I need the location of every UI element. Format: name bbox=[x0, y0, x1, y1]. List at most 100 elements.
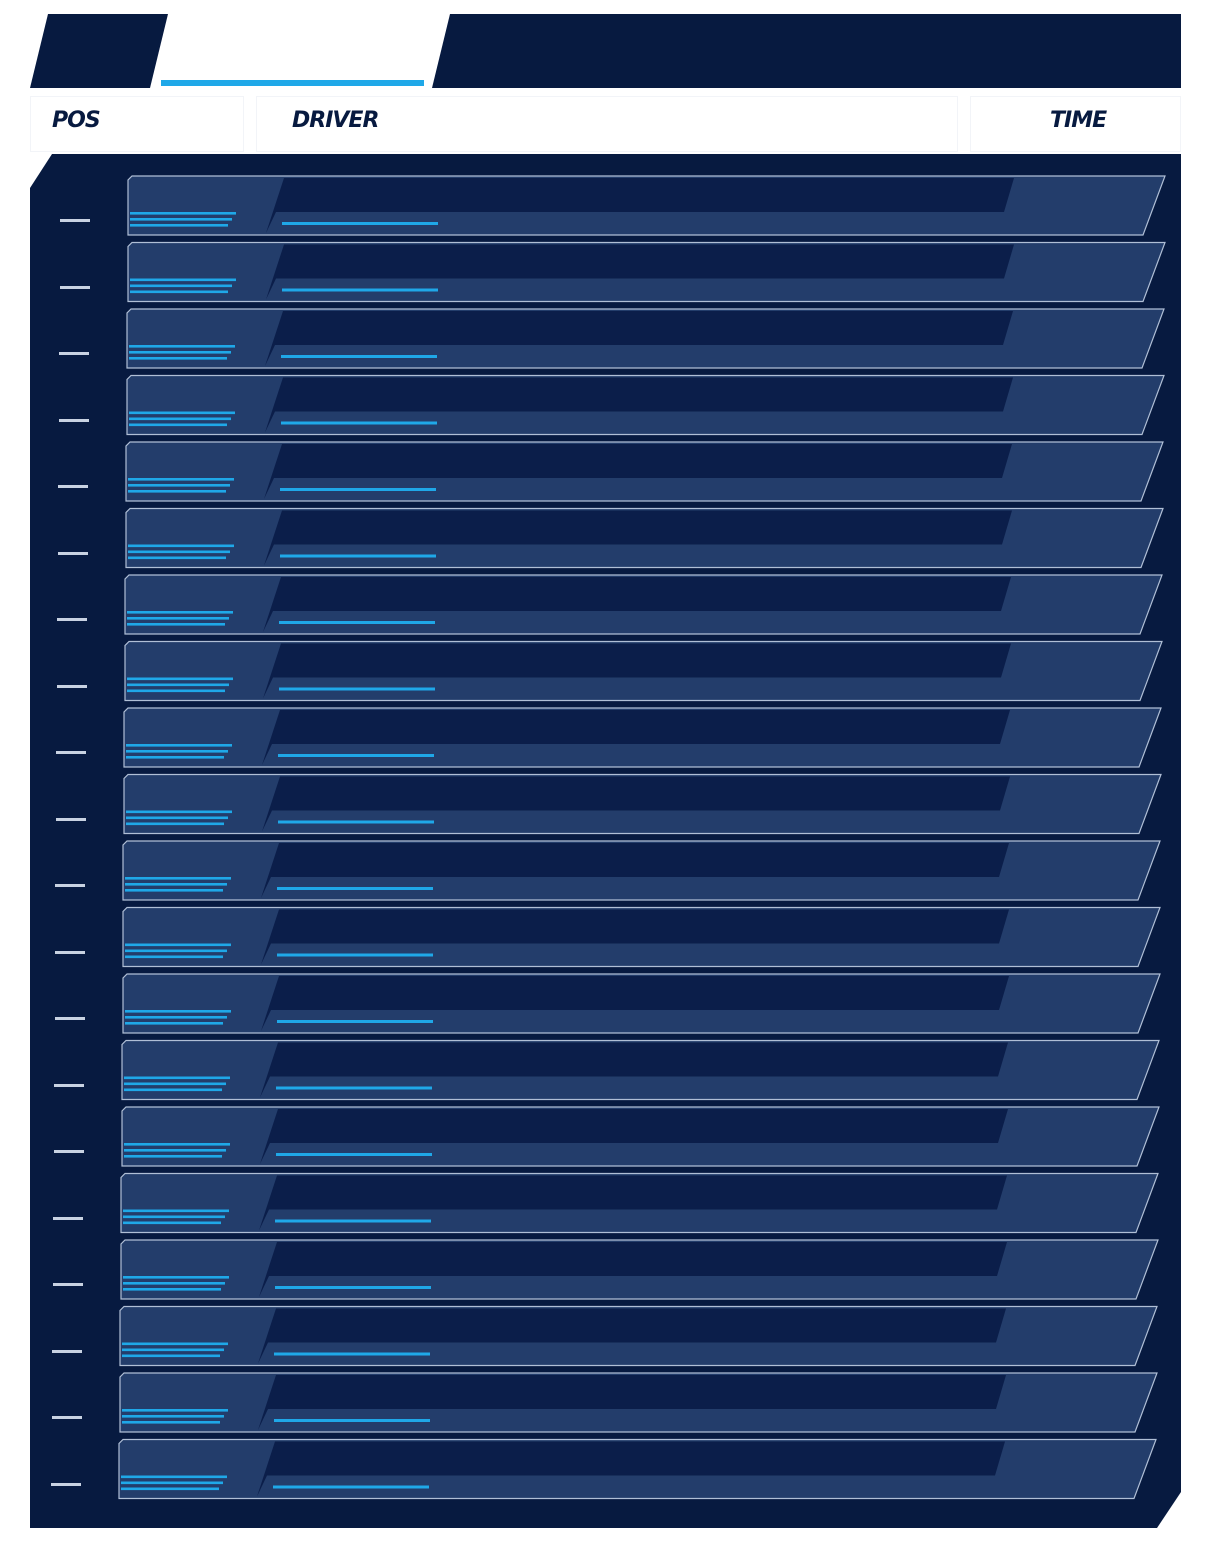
row-driver-band bbox=[265, 377, 1013, 433]
team-stripe bbox=[125, 1016, 227, 1019]
team-stripe bbox=[123, 1215, 225, 1219]
driver-name-line bbox=[280, 554, 436, 558]
team-stripe bbox=[126, 810, 232, 814]
team-stripe bbox=[122, 1342, 228, 1346]
result-row[interactable] bbox=[124, 574, 1163, 635]
result-row[interactable] bbox=[127, 241, 1166, 303]
driver-name-line bbox=[277, 1020, 433, 1023]
header-pos-label: POS bbox=[52, 108, 101, 133]
header-pos-cell: POS bbox=[30, 96, 244, 152]
team-stripe bbox=[123, 1282, 225, 1285]
row-driver-band bbox=[260, 1109, 1008, 1164]
team-stripe bbox=[123, 1221, 221, 1225]
driver-name-line bbox=[278, 754, 434, 757]
row-driver-band bbox=[264, 444, 1012, 499]
result-row[interactable] bbox=[119, 1372, 1158, 1433]
team-stripe bbox=[128, 490, 226, 493]
driver-name-line bbox=[281, 421, 437, 425]
result-row[interactable] bbox=[127, 175, 1166, 236]
result-row[interactable] bbox=[122, 973, 1161, 1034]
driver-name-line bbox=[275, 1219, 431, 1223]
team-stripe bbox=[122, 1409, 228, 1412]
team-stripe bbox=[129, 345, 235, 348]
result-row[interactable] bbox=[126, 374, 1165, 436]
position-placeholder bbox=[53, 1283, 83, 1286]
team-stripe bbox=[127, 623, 225, 626]
team-stripe bbox=[127, 611, 233, 614]
position-placeholder bbox=[52, 1416, 82, 1419]
row-driver-band bbox=[262, 776, 1010, 832]
result-row[interactable] bbox=[120, 1172, 1159, 1234]
team-stripe bbox=[122, 1421, 220, 1424]
position-placeholder bbox=[60, 285, 90, 289]
result-row[interactable] bbox=[124, 640, 1163, 702]
position-placeholder bbox=[56, 817, 86, 821]
driver-name-line bbox=[276, 1153, 432, 1156]
tab-left[interactable] bbox=[30, 14, 168, 88]
team-stripe bbox=[123, 1209, 229, 1213]
driver-name-line bbox=[274, 1419, 430, 1422]
team-stripe bbox=[125, 943, 231, 947]
result-row[interactable] bbox=[123, 707, 1162, 768]
result-row[interactable] bbox=[125, 507, 1164, 569]
team-stripe bbox=[124, 1088, 222, 1092]
team-stripe bbox=[129, 351, 231, 354]
team-stripe bbox=[121, 1481, 223, 1485]
row-driver-band bbox=[258, 1375, 1006, 1430]
driver-name-line bbox=[277, 953, 433, 957]
row-driver-band bbox=[264, 510, 1012, 566]
row-driver-band bbox=[258, 1308, 1006, 1364]
row-driver-band bbox=[261, 843, 1009, 898]
row-driver-band bbox=[261, 976, 1009, 1031]
team-stripe bbox=[129, 423, 227, 427]
result-row[interactable] bbox=[121, 1106, 1160, 1167]
driver-name-line bbox=[273, 1485, 429, 1489]
position-placeholder bbox=[59, 352, 89, 355]
position-placeholder bbox=[59, 418, 89, 422]
row-driver-band bbox=[257, 1441, 1005, 1497]
team-stripe bbox=[125, 889, 223, 892]
position-placeholder bbox=[58, 551, 88, 555]
result-row[interactable] bbox=[121, 1039, 1160, 1101]
header-time-label: TIME bbox=[1050, 108, 1107, 133]
team-stripe bbox=[125, 949, 227, 953]
tab-right[interactable] bbox=[432, 14, 1181, 88]
row-driver-band bbox=[265, 311, 1013, 366]
result-row[interactable] bbox=[120, 1239, 1159, 1300]
result-row[interactable] bbox=[123, 773, 1162, 835]
result-row[interactable] bbox=[126, 308, 1165, 369]
result-row[interactable] bbox=[125, 441, 1164, 502]
team-stripe bbox=[129, 357, 227, 360]
team-stripe bbox=[126, 816, 228, 820]
result-row[interactable] bbox=[122, 906, 1161, 968]
row-driver-band bbox=[262, 710, 1010, 765]
result-row[interactable] bbox=[122, 840, 1161, 901]
team-stripe bbox=[130, 218, 232, 221]
team-stripe bbox=[130, 212, 236, 215]
driver-name-line bbox=[279, 621, 435, 624]
team-stripe bbox=[126, 822, 224, 826]
driver-name-line bbox=[281, 355, 437, 358]
team-stripe bbox=[130, 290, 228, 294]
result-row[interactable] bbox=[118, 1438, 1157, 1500]
team-stripe bbox=[130, 278, 236, 282]
team-stripe bbox=[124, 1149, 226, 1152]
driver-name-line bbox=[282, 288, 438, 292]
team-stripe bbox=[126, 744, 232, 747]
team-stripe bbox=[122, 1415, 224, 1418]
team-stripe bbox=[126, 750, 228, 753]
driver-name-line bbox=[278, 820, 434, 824]
result-row[interactable] bbox=[119, 1305, 1158, 1367]
team-stripe bbox=[127, 689, 225, 693]
position-placeholder bbox=[58, 485, 88, 488]
team-stripe bbox=[129, 417, 231, 421]
team-stripe bbox=[124, 1082, 226, 1086]
team-stripe bbox=[123, 1288, 221, 1291]
row-driver-band bbox=[263, 643, 1011, 699]
team-stripe bbox=[125, 1022, 223, 1025]
position-placeholder bbox=[55, 884, 85, 887]
position-placeholder bbox=[52, 1349, 82, 1353]
tab-active-underline bbox=[161, 80, 424, 86]
team-stripe bbox=[123, 1276, 229, 1279]
